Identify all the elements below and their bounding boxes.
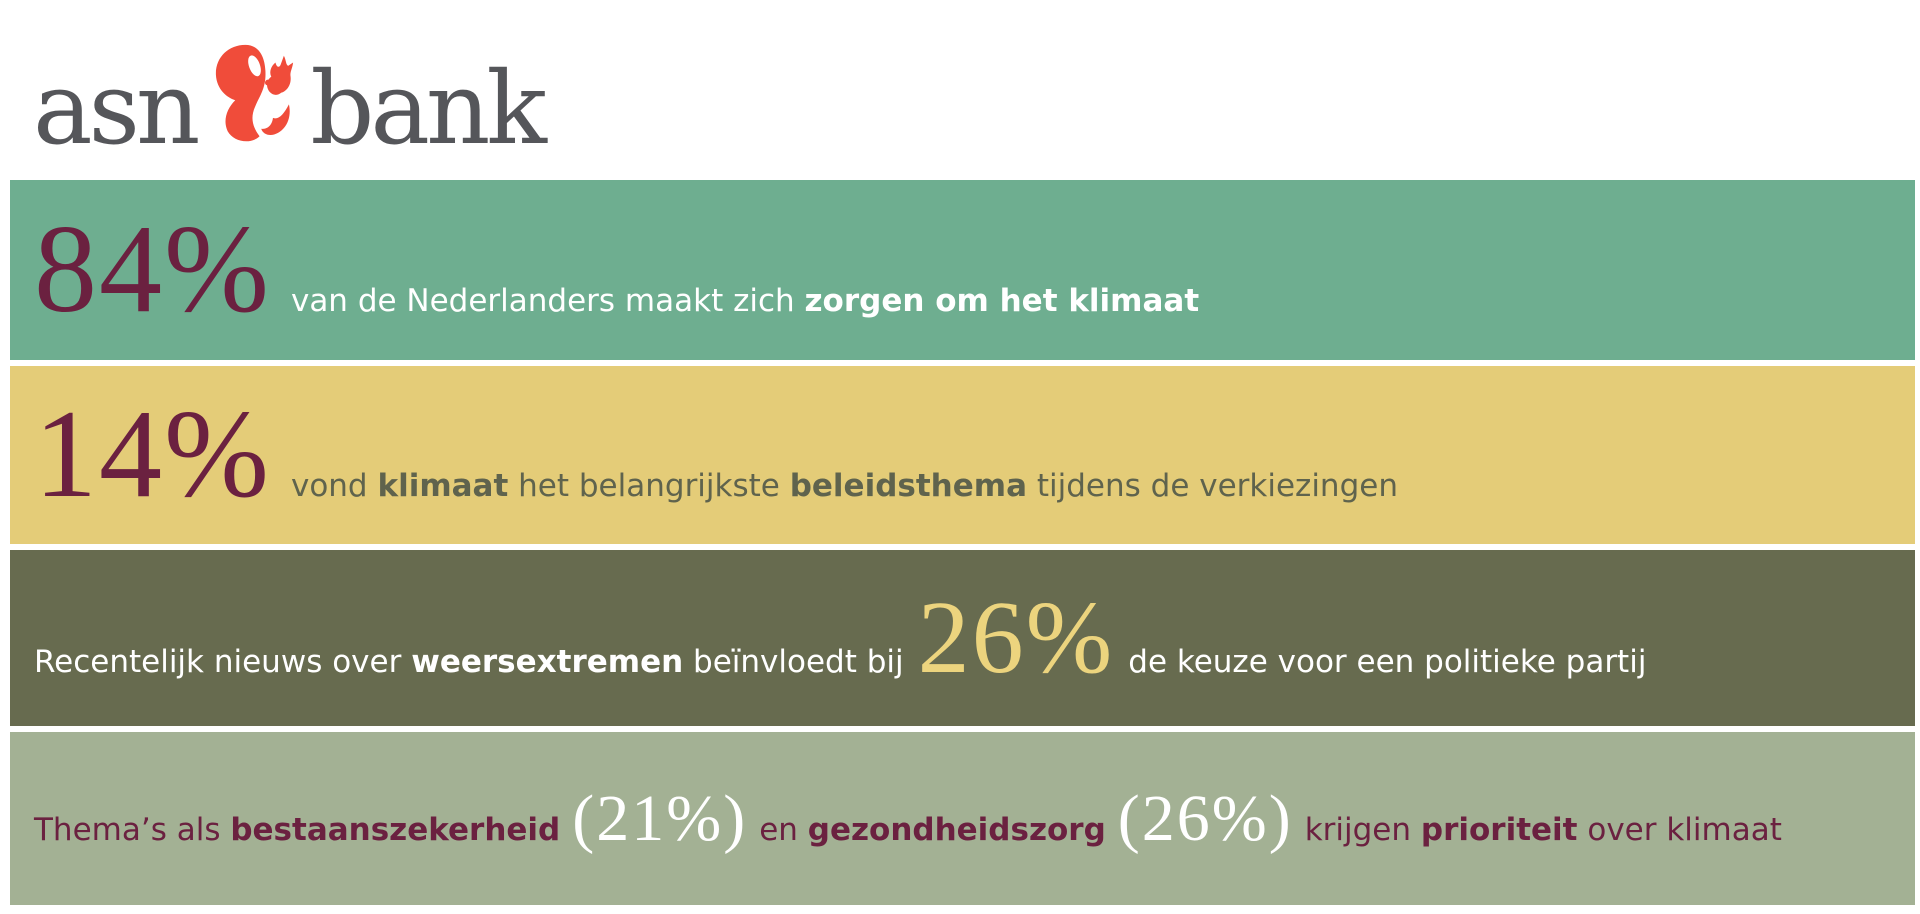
squirrel-tail-notch bbox=[248, 55, 262, 77]
stat-text: krijgen prioriteit over klimaat bbox=[1305, 811, 1782, 850]
stat-text: van de Nederlanders maakt zich zorgen om… bbox=[291, 282, 1199, 321]
logo-bar: asn bank bbox=[0, 0, 1920, 180]
stat-text: Thema’s als bestaanszekerheid bbox=[34, 811, 560, 850]
text-segment: tijdens de verkiezingen bbox=[1027, 468, 1398, 504]
stat-number-84: 84% bbox=[34, 200, 271, 339]
text-segment: over klimaat bbox=[1577, 811, 1782, 848]
asn-bank-logo: asn bank bbox=[33, 44, 547, 167]
text-segment: vond bbox=[290, 468, 378, 504]
squirrel-head bbox=[267, 55, 294, 95]
text-segment-bold: prioriteit bbox=[1420, 811, 1578, 848]
stat-text: de keuze voor een politieke partij bbox=[1128, 644, 1647, 680]
stat-line: Thema’s als bestaanszekerheid (21%) en g… bbox=[34, 781, 1782, 855]
stat-line: 14% vond klimaat het belangrijkste belei… bbox=[34, 392, 1398, 518]
logo-word-bank: bank bbox=[310, 50, 547, 167]
stat-number-14: 14% bbox=[34, 385, 271, 524]
squirrel-eye bbox=[265, 79, 272, 86]
squirrel-icon bbox=[216, 44, 294, 142]
stat-number-26: 26% bbox=[917, 580, 1115, 695]
stat-line: 84% van de Nederlanders maakt zich zorge… bbox=[34, 207, 1199, 333]
stat-band-beleidsthema: 14% vond klimaat het belangrijkste belei… bbox=[10, 366, 1915, 544]
text-segment-bold: klimaat bbox=[377, 468, 509, 504]
squirrel-tail bbox=[216, 44, 266, 142]
logo-word-asn: asn bbox=[33, 50, 200, 167]
stat-band-zorgen-klimaat: 84% van de Nederlanders maakt zich zorge… bbox=[10, 180, 1915, 360]
text-segment: Recentelijk nieuws over bbox=[34, 644, 412, 680]
text-segment: het belangrijkste bbox=[508, 468, 790, 504]
text-segment-bold: zorgen om het klimaat bbox=[804, 283, 1200, 319]
stat-number-26b: (26%) bbox=[1117, 781, 1293, 855]
text-segment-bold: beleidsthema bbox=[789, 468, 1027, 504]
text-segment: beïnvloedt bij bbox=[683, 644, 904, 680]
text-segment: Thema’s als bbox=[34, 811, 231, 848]
text-segment: krijgen bbox=[1304, 811, 1421, 848]
stat-text: Recentelijk nieuws over weersextremen be… bbox=[34, 643, 904, 682]
text-segment-bold: bestaanszekerheid bbox=[230, 811, 561, 848]
stat-text: en gezondheidszorg bbox=[759, 811, 1106, 850]
text-segment-bold: gezondheidszorg bbox=[807, 811, 1106, 848]
text-segment-bold: weersextremen bbox=[411, 644, 684, 680]
stat-line: Recentelijk nieuws over weersextremen be… bbox=[34, 586, 1646, 690]
stat-band-weersextremen: Recentelijk nieuws over weersextremen be… bbox=[10, 550, 1915, 726]
text-segment: en bbox=[759, 811, 808, 848]
text-segment: van de Nederlanders maakt zich bbox=[290, 283, 805, 319]
squirrel-paw bbox=[261, 104, 291, 136]
stat-number-21: (21%) bbox=[572, 781, 748, 855]
stat-text: vond klimaat het belangrijkste beleidsth… bbox=[291, 467, 1398, 506]
stat-band-prioriteiten: Thema’s als bestaanszekerheid (21%) en g… bbox=[10, 732, 1915, 905]
